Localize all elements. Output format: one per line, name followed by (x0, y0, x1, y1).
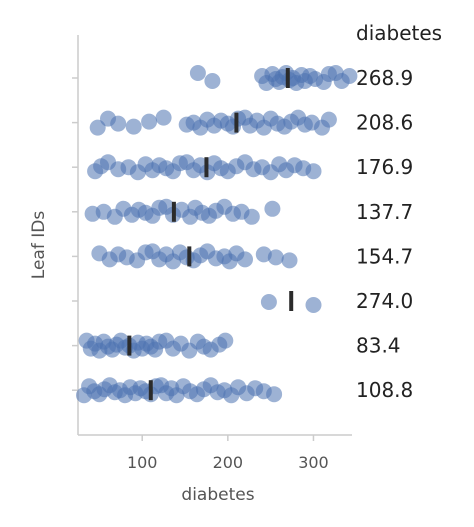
data-point (243, 208, 260, 225)
leaf-row (87, 154, 322, 181)
y-axis-label: Leaf IDs (29, 211, 49, 280)
data-point (260, 294, 277, 310)
column-header: diabetes (356, 21, 442, 45)
data-point (217, 332, 234, 349)
tick-marks (72, 77, 315, 441)
leaf-row (84, 198, 281, 225)
data-point (341, 68, 358, 84)
data-point (264, 200, 281, 217)
x-tick-labels: 100 200 300 (127, 453, 329, 472)
leaf-value-label: 176.9 (356, 155, 413, 179)
leaf-row (189, 65, 358, 91)
data-point (110, 115, 127, 132)
leaf-value-label: 268.9 (356, 66, 413, 90)
leaf-row (260, 291, 322, 313)
leaf-value-label: 154.7 (356, 244, 413, 268)
data-point (266, 386, 283, 403)
leaf-row (91, 243, 298, 270)
x-axis-label: diabetes (181, 485, 254, 505)
leaf-row (89, 109, 337, 136)
data-point (141, 113, 158, 130)
leaf-row (78, 332, 234, 359)
data-point (281, 252, 298, 269)
leaf-row (76, 377, 283, 404)
x-tick-label: 100 (127, 453, 158, 472)
data-point (237, 251, 253, 268)
leaf-value-label: 137.7 (356, 200, 413, 224)
leaf-value-label: 83.4 (356, 334, 401, 358)
x-tick-label: 200 (213, 453, 244, 472)
leaf-value-label: 108.8 (356, 378, 413, 402)
data-point (89, 119, 106, 136)
data-point (305, 163, 322, 180)
data-rows (76, 65, 358, 404)
leaf-value-labels: 268.9 208.6 176.9 137.7 154.7 274.0 83.4 108.8 (356, 66, 413, 402)
data-point (267, 249, 284, 266)
data-point (204, 73, 221, 89)
data-point (189, 65, 206, 81)
x-tick-label: 300 (298, 453, 329, 472)
leaf-value-label: 274.0 (356, 289, 413, 313)
data-point (255, 246, 272, 263)
data-point (155, 109, 172, 126)
data-point (125, 118, 142, 135)
data-point (320, 111, 337, 128)
leaf-value-label: 208.6 (356, 111, 413, 135)
data-point (305, 297, 322, 313)
